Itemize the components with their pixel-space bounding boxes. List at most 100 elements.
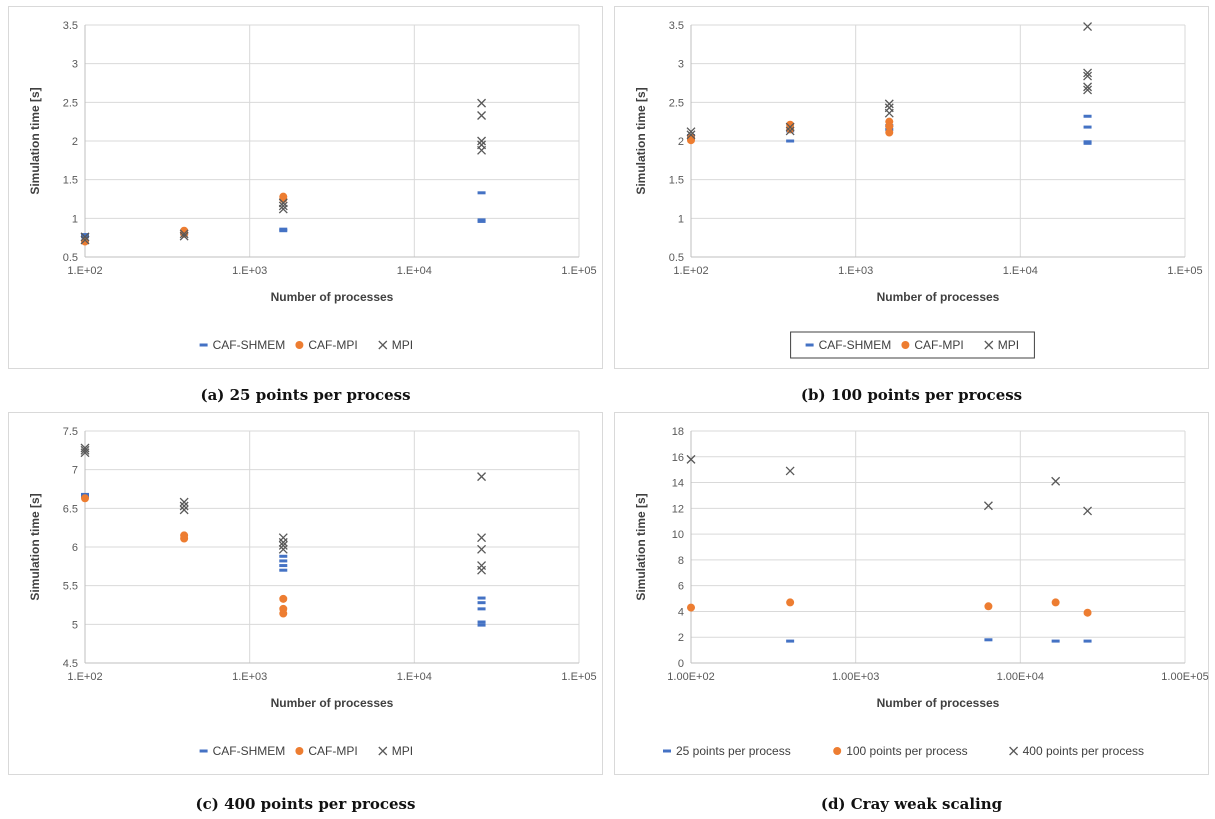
legend-label: MPI [392,338,413,352]
data-point-x [80,448,90,458]
y-tick-label: 6 [72,542,78,554]
y-tick-label: 2 [72,136,78,148]
data-point-circle [885,122,894,131]
y-tick-label: 3 [72,59,78,71]
data-point-dash [279,564,288,568]
data-point-circle [885,128,894,137]
data-point-x [477,136,487,146]
legend-marker [1009,746,1019,756]
chart-svg-d: 0 2 4 6 8 10 12 14 16 18 1.00E+02 1.00E+03 1.00E+04 1… [634,426,1209,758]
legend-marker [295,341,304,349]
y-tick-label: 0 [678,658,684,670]
x-axis-title: Number of processes [877,290,1000,304]
legend-label: CAF-SHMEM [213,338,286,352]
data-point-circle [786,125,795,134]
y-tick-label: 7 [72,465,78,477]
y-tick-label: 8 [678,555,684,567]
legend-marker [805,343,814,347]
data-point-x [179,231,189,241]
chart-svg-c: 4.5 5 5.5 6 6.5 7 7.5 1.E+02 1.E+03 1.E+04 1.E+05 N… [28,426,597,758]
chart-panel-c: 4.5 5 5.5 6 6.5 7 7.5 1.E+02 1.E+03 1.E+04 1.E+05 N… [8,412,603,775]
data-point-dash [984,638,993,642]
y-tick-label: 0.5 [63,252,78,264]
legend-marker [984,340,994,350]
data-point-dash [81,233,89,237]
x-tick-label: 1.E+05 [561,671,596,683]
data-point-x [278,544,288,554]
caption-c: (c) 400 points per process [195,795,416,813]
chart-panel-a: 0.5 1 1.5 2 2.5 3 3.5 1.E+02 1.E+03 1.E+04 1.E+05 N… [8,6,603,369]
data-point-circle [786,598,795,607]
y-tick-label: 2 [678,632,684,644]
y-tick-label: 6.5 [63,503,78,515]
data-point-circle [279,609,288,618]
legend-marker [378,340,388,350]
x-tick-label: 1.E+02 [673,265,708,277]
x-tick-label: 1.E+04 [397,671,432,683]
data-point-dash [279,568,288,572]
y-axis-title: Simulation time [s] [28,493,42,600]
y-tick-label: 1 [72,213,78,225]
x-tick-label: 1.00E+03 [832,671,879,683]
data-point-x [477,472,487,482]
data-point-x [785,122,795,132]
caption-b: (b) 100 points per process [800,386,1023,404]
y-tick-label: 3 [678,59,684,71]
legend-label: 100 points per process [846,744,967,758]
y-tick-label: 1 [678,213,684,225]
data-point-circle [687,603,695,612]
x-axis-title: Number of processes [877,696,1000,710]
legend-label: CAF-MPI [308,744,357,758]
data-point-dash [477,191,486,195]
data-point-circle [1051,598,1060,607]
data-point-circle [81,237,89,246]
legend-marker [663,749,671,753]
data-point-x [884,99,894,109]
y-tick-label: 3.5 [63,20,78,32]
chart-panel-b: 0.5 1 1.5 2 2.5 3 3.5 1.E+02 1.E+03 1.E+04 1.E+05 N… [614,6,1209,369]
data-point-x [179,505,189,515]
y-tick-label: 7.5 [63,426,78,438]
chart-svg-b: 0.5 1 1.5 2 2.5 3 3.5 1.E+02 1.E+03 1.E+04 1.E+05 N… [634,20,1203,359]
legend-label: MPI [392,744,413,758]
data-point-x [477,111,487,120]
data-point-dash [1083,114,1092,118]
data-point-x [80,445,90,455]
y-tick-label: 4.5 [63,658,78,670]
y-tick-label: 3.5 [669,20,684,32]
data-point-x [179,501,189,511]
data-point-x [80,235,90,245]
data-point-x [477,565,487,575]
y-tick-label: 2 [678,136,684,148]
data-point-dash [786,639,795,643]
data-point-x [1083,85,1093,95]
x-tick-label: 1.E+05 [561,265,596,277]
data-point-x [477,145,487,155]
data-point-dash [1083,639,1092,643]
data-point-x [477,533,487,543]
x-tick-label: 1.00E+05 [1161,671,1208,683]
y-tick-label: 4 [678,606,684,618]
data-point-dash [477,218,486,222]
legend-marker [295,747,304,755]
legend-label: 25 points per process [676,744,791,758]
x-tick-label: 1.E+03 [232,265,267,277]
y-tick-label: 10 [672,529,684,541]
data-point-x [884,108,894,118]
y-axis-title: Simulation time [s] [28,87,42,194]
legend-label: CAF-SHMEM [213,744,286,758]
data-point-x [477,98,487,108]
data-point-x [278,201,288,211]
chart-svg-a: 0.5 1 1.5 2 2.5 3 3.5 1.E+02 1.E+03 1.E+04 1.E+05 N… [28,20,597,352]
legend-marker [378,746,388,756]
x-axis-title: Number of processes [271,290,394,304]
data-point-x [785,126,795,136]
data-point-x [686,130,696,140]
data-point-dash [477,623,486,627]
data-point-dash [279,229,288,233]
y-tick-label: 5 [72,619,78,631]
y-tick-label: 2.5 [63,97,78,109]
data-point-dash [477,601,486,605]
data-point-circle [279,195,288,203]
data-point-dash [477,620,486,624]
